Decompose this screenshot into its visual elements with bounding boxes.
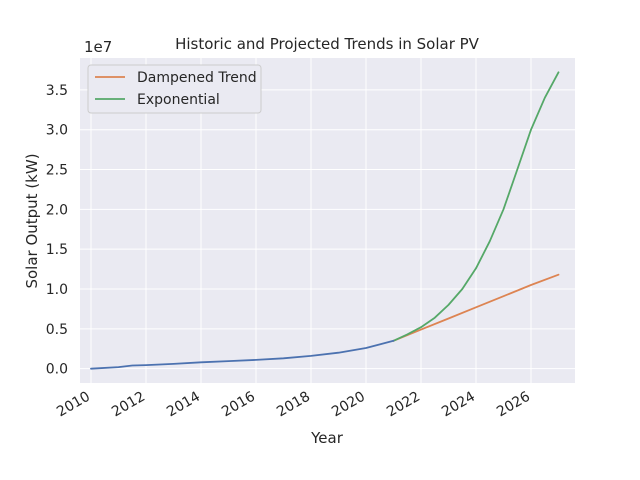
y-axis-label: Solar Output (kW) (23, 153, 41, 288)
y-offset-label: 1e7 (84, 38, 112, 56)
y-tick-label: 0.0 (46, 362, 68, 378)
legend-label-exponential: Exponential (137, 92, 220, 108)
exponential-line (392, 71, 560, 342)
legend-box (87, 64, 262, 114)
dampened-trend-line (392, 273, 560, 342)
y-tick-label: 0.5 (46, 322, 68, 338)
y-tick-label: 1.0 (46, 282, 68, 298)
x-tick-label: 2010 (54, 389, 93, 421)
y-tick-label: 3.0 (46, 123, 68, 139)
x-tick-label: 2026 (494, 389, 533, 421)
x-tick-label: 2020 (329, 389, 368, 421)
x-tick-label: 2022 (384, 389, 423, 421)
x-tick-label: 2024 (439, 389, 478, 421)
y-tick-label: 1.5 (46, 242, 68, 258)
legend: Dampened Trend Exponential (87, 64, 262, 114)
x-tick-labels: 2010 2012 2014 2016 2018 2020 2022 2024 2026 (54, 389, 533, 421)
x-tick-label: 2016 (219, 389, 258, 421)
series-lines (90, 71, 560, 370)
x-tick-label: 2014 (164, 389, 203, 421)
x-tick-label: 2018 (274, 389, 313, 421)
historic-line (90, 339, 395, 370)
x-axis-label: Year (310, 429, 344, 447)
x-tick-label: 2012 (109, 389, 148, 421)
y-tick-label: 2.5 (46, 163, 68, 179)
chart-title: Historic and Projected Trends in Solar P… (175, 35, 480, 53)
y-tick-label: 3.5 (46, 83, 68, 99)
legend-label-dampened-trend: Dampened Trend (137, 70, 257, 86)
y-tick-labels: 0.0 0.5 1.0 1.5 2.0 2.5 3.0 3.5 (46, 83, 68, 378)
y-tick-label: 2.0 (46, 202, 68, 218)
